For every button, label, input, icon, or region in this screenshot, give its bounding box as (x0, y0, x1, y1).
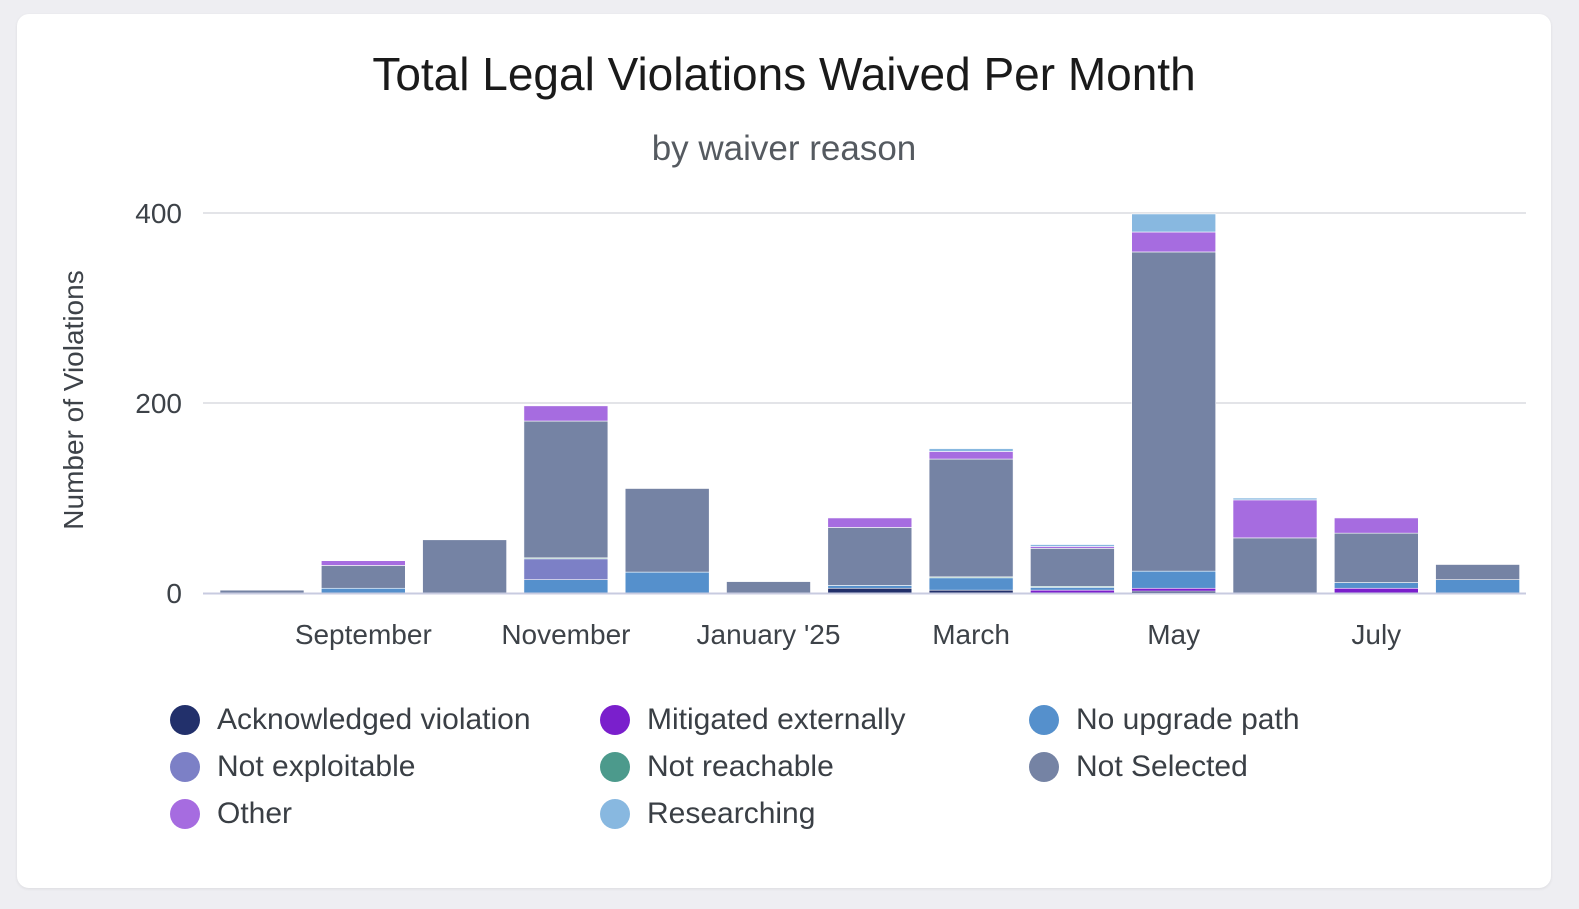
bar-segment[interactable] (1030, 548, 1115, 587)
bar-segment[interactable] (624, 571, 710, 594)
bar-segment[interactable] (1334, 532, 1419, 583)
x-tick-label: November (501, 619, 630, 650)
y-tick-label: 400 (135, 198, 182, 229)
bar-segment[interactable] (1334, 517, 1419, 534)
bar-segment[interactable] (1435, 579, 1520, 594)
bar-segment[interactable] (928, 451, 1014, 460)
bar-segment[interactable] (523, 420, 609, 559)
bar-segment[interactable] (1232, 537, 1318, 594)
bar-segment[interactable] (928, 448, 1014, 452)
legend-item[interactable]: Acknowledged violation (170, 700, 531, 740)
legend-swatch (170, 799, 200, 829)
legend-swatch (170, 752, 200, 782)
legend-item[interactable]: Not Selected (1029, 747, 1248, 787)
bar-segment[interactable] (1131, 231, 1216, 253)
y-tick-label: 0 (166, 578, 182, 609)
bar-segment[interactable] (827, 587, 913, 594)
legend-swatch (1029, 752, 1059, 782)
legend-item[interactable]: Researching (600, 794, 815, 834)
bar-segment[interactable] (523, 405, 609, 422)
legend-swatch (600, 705, 630, 735)
legend-swatch (1029, 705, 1059, 735)
legend-label: Not exploitable (217, 750, 416, 783)
bar-segment[interactable] (827, 527, 913, 586)
bar-segment[interactable] (1131, 251, 1216, 572)
chart-title: Total Legal Violations Waived Per Month (372, 48, 1196, 100)
bar-segment[interactable] (1232, 497, 1318, 501)
legend-label: Not reachable (647, 750, 834, 783)
bar-segment[interactable] (928, 577, 1014, 591)
bar-segment[interactable] (1131, 587, 1216, 592)
legend-item[interactable]: Not exploitable (170, 747, 415, 787)
bar-segment[interactable] (523, 579, 609, 594)
x-axis-ticks: September November January '25 March May July (295, 619, 1401, 650)
legend-label: Other (217, 797, 293, 830)
bar-segment[interactable] (1334, 582, 1419, 589)
legend-item[interactable]: Other (170, 794, 292, 834)
bar-segment[interactable] (1334, 587, 1419, 594)
x-tick-label: July (1351, 619, 1401, 650)
bar-segment[interactable] (1435, 564, 1520, 580)
bar-segment[interactable] (1131, 213, 1216, 233)
x-tick-label: May (1147, 619, 1200, 650)
legend-label: Not Selected (1076, 750, 1248, 783)
legend-label: No upgrade path (1076, 703, 1300, 736)
bar-segment[interactable] (1131, 570, 1216, 589)
bar-segment[interactable] (726, 581, 811, 594)
legend-swatch (600, 752, 630, 782)
legend-label: Mitigated externally (647, 703, 906, 736)
legend-label: Acknowledged violation (217, 703, 531, 736)
legend-label: Researching (647, 797, 816, 830)
chart-card (17, 14, 1551, 888)
x-tick-label: January '25 (697, 619, 841, 650)
bar-segment[interactable] (320, 560, 406, 566)
legend-item[interactable]: Not reachable (600, 747, 834, 787)
legend-swatch (600, 799, 630, 829)
bar-segment[interactable] (320, 565, 406, 589)
bar-segment[interactable] (928, 458, 1014, 578)
bar-segment[interactable] (422, 539, 507, 594)
bar-segment[interactable] (1030, 544, 1115, 547)
bar-segment[interactable] (523, 558, 609, 580)
x-tick-label: March (932, 619, 1010, 650)
bar-segment[interactable] (827, 517, 913, 528)
bar-segment[interactable] (624, 488, 710, 573)
bar-segment[interactable] (320, 587, 406, 594)
legend-item[interactable]: Mitigated externally (600, 700, 905, 740)
gridlines (203, 212, 1526, 404)
bars-group (219, 213, 1520, 594)
bar-segment[interactable] (827, 585, 913, 589)
legend-item[interactable]: No upgrade path (1029, 700, 1300, 740)
y-axis-label: Number of Violations (58, 270, 89, 529)
bar-segment[interactable] (1030, 586, 1115, 591)
legend-swatch (170, 705, 200, 735)
chart-subtitle: by waiver reason (651, 129, 917, 168)
bar-segment[interactable] (1232, 499, 1318, 539)
y-tick-label: 200 (135, 388, 182, 419)
y-axis-ticks: 0 200 400 (135, 198, 182, 609)
x-tick-label: September (295, 619, 432, 650)
